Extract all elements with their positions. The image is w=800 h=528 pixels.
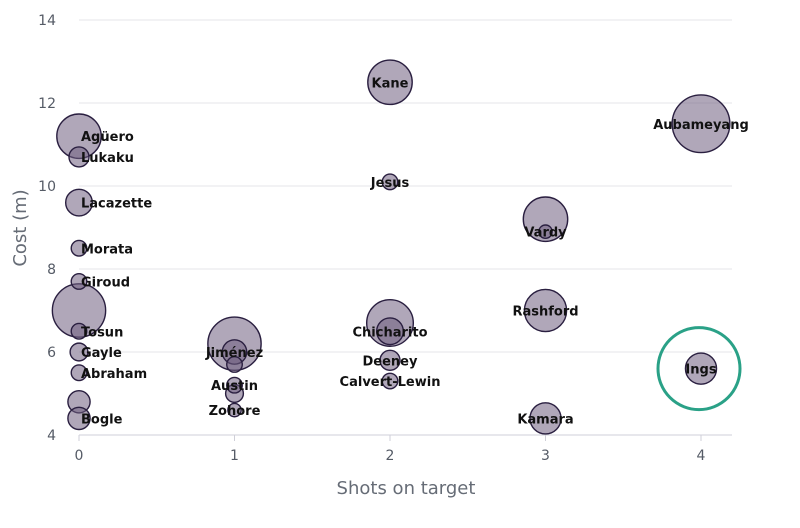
bubble-layer [51, 59, 731, 435]
y-tick-label: 14 [38, 13, 56, 29]
point-label: Rashford [512, 305, 578, 320]
point-label: Vardy [524, 226, 567, 241]
x-tick-label: 4 [697, 448, 706, 464]
bubble-point [538, 224, 553, 240]
bubble-point [68, 146, 90, 168]
y-tick-label: 4 [47, 428, 56, 444]
point-label: Austin [211, 379, 258, 394]
x-tick-label: 1 [230, 448, 239, 464]
point-label: Gayle [81, 346, 122, 361]
bubble-point [226, 355, 243, 373]
bubble-point [671, 94, 731, 154]
point-label: Lukaku [81, 151, 134, 166]
bubble-point [367, 59, 413, 106]
bubble-point [684, 352, 718, 385]
bubble-point [70, 239, 88, 257]
point-label: Chicharito [353, 325, 428, 340]
point-label: Jesus [370, 176, 410, 191]
point-label: Bogle [81, 412, 123, 427]
point-label: Ings [685, 363, 716, 378]
point-label: Giroud [81, 275, 130, 290]
highlight-ring [656, 326, 742, 412]
bubble-point [67, 406, 91, 431]
bubble-point [522, 196, 569, 243]
y-tick-label: 6 [47, 345, 56, 361]
bubble-point [381, 173, 399, 191]
bubble-point [70, 322, 88, 340]
bubble-point [69, 342, 89, 362]
bubble-point [226, 376, 243, 394]
bubble-point [381, 372, 399, 390]
highlight-layer [656, 326, 742, 412]
point-labels: Kane Aubameyang Agüero Lukaku Jesus Lacazette… [81, 76, 749, 427]
y-tick-label: 12 [38, 96, 56, 112]
y-tick-label: 8 [47, 262, 56, 278]
point-label: Agüero [81, 130, 134, 145]
point-label: Deeney [363, 354, 418, 369]
bubble-point [523, 288, 568, 333]
bubble-point [375, 317, 405, 346]
point-label: Aubameyang [653, 118, 749, 133]
y-axis-title: Cost (m) [10, 189, 31, 266]
x-tick-label: 0 [75, 448, 84, 464]
bubble-point [529, 402, 562, 435]
bubble-point [70, 364, 88, 382]
point-label: Calvert-Lewin [340, 375, 441, 390]
point-label: Morata [81, 242, 133, 257]
x-axis-title: Shots on target [337, 478, 476, 499]
point-label: Kamara [517, 412, 573, 427]
x-tick-label: 3 [541, 448, 550, 464]
point-label: Kane [372, 76, 409, 91]
bubble-point [379, 349, 401, 371]
bubble-point [64, 188, 94, 217]
point-label: Lacazette [81, 197, 152, 212]
y-tick-label: 10 [38, 179, 56, 195]
point-label: Tosun [81, 325, 123, 340]
x-tick-label: 2 [386, 448, 395, 464]
point-label: Zohore [209, 404, 261, 419]
bubble-point [227, 402, 242, 418]
point-label: Abraham [81, 367, 147, 382]
point-label: Jiménez [205, 346, 263, 361]
grid-lines [79, 19, 732, 353]
bubble-point [70, 272, 88, 290]
